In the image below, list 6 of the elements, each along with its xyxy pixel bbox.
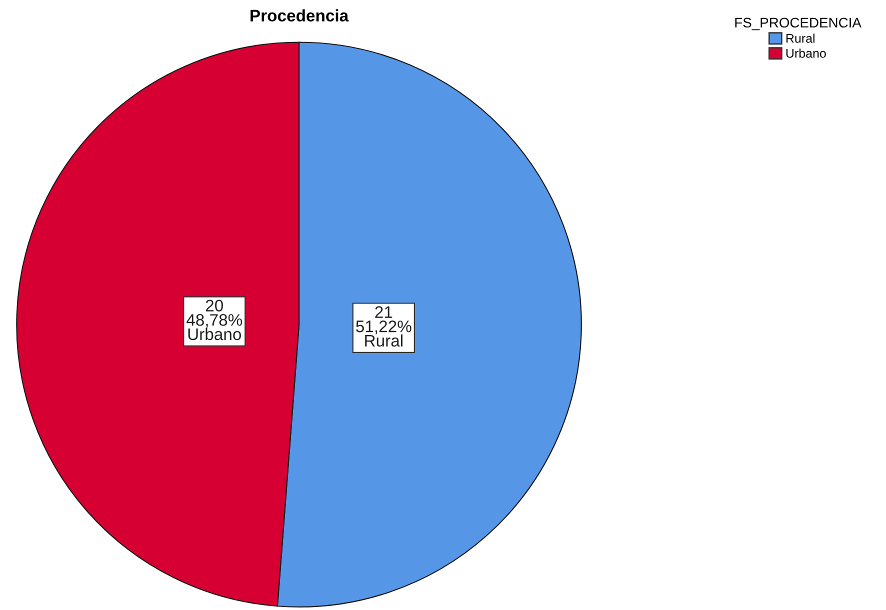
legend-label: Urbano (786, 48, 826, 58)
data-label: 20 48,78% Urbano (186, 300, 242, 340)
legend-label: Rural (786, 34, 814, 43)
data-label: 21 51,22% Rural (356, 306, 412, 347)
chart-title: Procedencia (250, 9, 349, 22)
legend-title: FS_PROCEDENCIA (735, 18, 862, 30)
